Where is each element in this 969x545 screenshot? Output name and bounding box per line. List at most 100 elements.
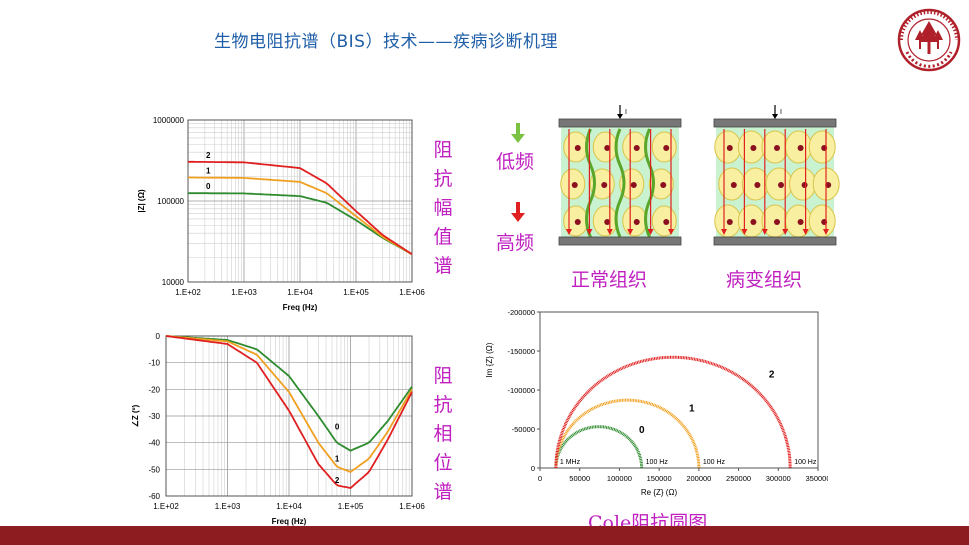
- series-label-1: 1: [689, 404, 695, 415]
- magnitude-label-char: 抗: [433, 168, 453, 190]
- y-tick-label: -40: [148, 439, 160, 448]
- annotation-100hz: 100 Hz: [703, 459, 726, 466]
- cell-nucleus: [797, 219, 804, 225]
- electrode-plate: [558, 118, 682, 128]
- y-tick-label: -10: [148, 359, 160, 368]
- electrode-plate: [558, 236, 682, 246]
- cell-nucleus: [604, 145, 611, 151]
- x-tick-label: 200000: [686, 474, 711, 483]
- plot-frame: [539, 311, 819, 469]
- cell-nucleus: [754, 182, 761, 188]
- series-label-2: 2: [335, 476, 340, 485]
- cell-nucleus: [663, 145, 670, 151]
- current-arrow-icon: [802, 229, 809, 235]
- x-tick-label: 1.E+03: [215, 502, 241, 511]
- x-tick-label: 1.E+02: [153, 502, 179, 511]
- cell-nucleus: [663, 219, 670, 225]
- cell-nucleus: [778, 182, 784, 188]
- current-arrow-icon: [761, 229, 768, 235]
- low-freq-arrow-icon: [511, 123, 525, 143]
- phase-label-char: 谱: [433, 481, 453, 503]
- series-line-2: [165, 335, 413, 489]
- cell-nucleus: [601, 182, 608, 188]
- phase-label-char: 阻: [433, 365, 453, 387]
- electrode-plate: [713, 118, 837, 128]
- y-tick-label: -50000: [512, 425, 535, 434]
- series-arc-1: [554, 398, 701, 469]
- magnitude-label-char: 谱: [433, 255, 453, 277]
- series-label-1: 1: [335, 455, 340, 464]
- phase-label-char: 相: [433, 423, 453, 445]
- cell-nucleus: [726, 219, 733, 225]
- series-label-2: 2: [206, 151, 211, 160]
- series-line-2: [188, 160, 413, 256]
- annotation-1mhz: 1 MHz: [560, 459, 581, 466]
- y-axis-label: Im {Z} (Ω): [485, 342, 494, 377]
- annotation-100hz: 100 Hz: [646, 459, 669, 466]
- tissue-diagram: I I 低频 高频 正常组织 病变组织: [490, 105, 850, 291]
- series-line-0: [188, 192, 413, 256]
- electrode-plate: [713, 236, 837, 246]
- cell-nucleus: [774, 219, 780, 225]
- x-tick-label: 1.E+04: [287, 288, 313, 297]
- current-symbol: I: [625, 109, 627, 116]
- plot-frame: [165, 335, 413, 497]
- x-axis-label: Freq (Hz): [272, 517, 307, 526]
- current-arrow-icon: [627, 229, 634, 235]
- x-tick-label: 0: [538, 474, 542, 483]
- normal-tissue-block: I: [558, 105, 682, 246]
- y-tick-label: -30: [148, 412, 160, 421]
- cell-nucleus: [574, 145, 581, 151]
- series-line-1: [165, 335, 413, 474]
- y-tick-label: 10000: [162, 278, 185, 287]
- y-tick-label: -60: [148, 492, 160, 501]
- magnitude-chart: 1.E+02 1.E+03 1.E+04 1.E+05 1.E+06 10000 10000…: [130, 110, 430, 322]
- current-arrow-icon: [721, 229, 727, 235]
- annotation-100hz: 100 Hz: [794, 459, 817, 466]
- x-axis-label: Freq (Hz): [283, 303, 318, 312]
- x-axis-label: Re {Z} (Ω): [641, 488, 678, 497]
- magnitude-label-char: 阻: [433, 139, 453, 161]
- y-tick-label: 0: [531, 464, 535, 473]
- current-arrow-icon: [647, 229, 654, 235]
- y-tick-label: -100000: [507, 386, 535, 395]
- cell-nucleus: [825, 182, 832, 188]
- x-tick-label: 100000: [607, 474, 632, 483]
- y-tick-label: -150000: [507, 347, 535, 356]
- diseased-tissue-block: I: [713, 105, 840, 246]
- series-line-1: [188, 176, 413, 256]
- cell-nucleus: [571, 182, 578, 188]
- x-tick-label: 250000: [726, 474, 751, 483]
- x-tick-label: 1.E+03: [231, 288, 257, 297]
- diseased-tissue-label: 病变组织: [726, 269, 803, 291]
- extracellular-fiber: [585, 128, 596, 238]
- cell-nucleus: [574, 219, 581, 225]
- series-label-2: 2: [769, 369, 775, 380]
- cell-nucleus: [730, 182, 737, 188]
- current-arrow-icon: [586, 229, 593, 235]
- current-symbol: I: [780, 109, 782, 116]
- magnitude-label: 阻 抗 幅 值 谱: [431, 136, 455, 281]
- phase-label-char: 位: [433, 452, 453, 474]
- phase-label: 阻 抗 相 位 谱: [431, 362, 455, 507]
- y-tick-label: -20: [148, 385, 160, 394]
- cell-nucleus: [660, 182, 667, 188]
- cole-chart: 0 50000 100000 150000 200000 250000 300000 3500…: [478, 300, 831, 500]
- cell-nucleus: [797, 145, 804, 151]
- current-arrow-icon: [741, 229, 748, 235]
- x-tick-label: 300000: [766, 474, 791, 483]
- input-current-arrow-icon: [772, 114, 778, 119]
- normal-tissue-label: 正常组织: [571, 269, 648, 291]
- x-tick-label: 1.E+06: [399, 502, 425, 511]
- magnitude-label-char: 值: [433, 226, 453, 248]
- magnitude-label-char: 幅: [433, 197, 453, 219]
- footer-bar: [0, 526, 969, 545]
- cell-nucleus: [750, 145, 757, 151]
- x-tick-label: 1.E+05: [338, 502, 364, 511]
- phase-label-char: 抗: [433, 394, 453, 416]
- cell-nucleus: [750, 219, 757, 225]
- cell-nucleus: [774, 145, 780, 151]
- series-label-0: 0: [639, 425, 645, 436]
- x-tick-label: 1.E+05: [343, 288, 369, 297]
